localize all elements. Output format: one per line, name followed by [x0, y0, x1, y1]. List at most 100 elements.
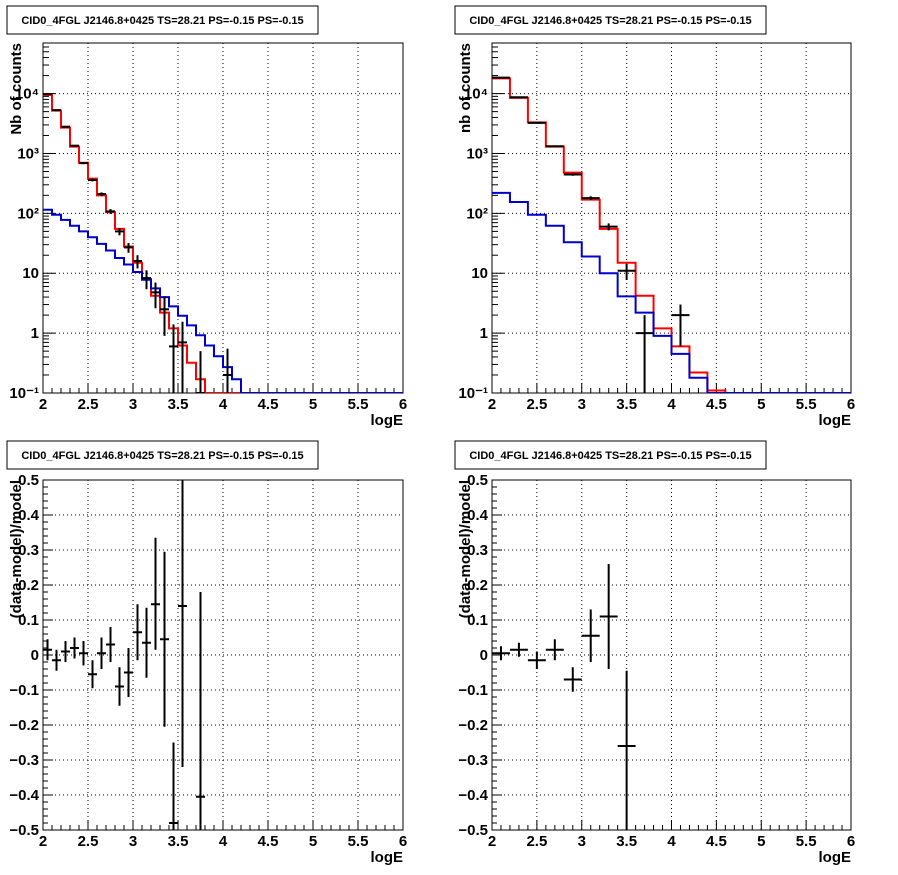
data-point — [563, 173, 582, 176]
chart-panel-2: 2 2.5 3 3.5 4 4.5 5 5.5 6 10⁻¹ 1 10 10² 10³ 10⁴ logE nb … — [454, 5, 855, 429]
data-point — [509, 642, 528, 657]
histogram-series-1 — [43, 93, 403, 393]
data-point — [151, 537, 160, 650]
data-point — [97, 637, 106, 669]
x-axis-label: logE — [819, 412, 852, 429]
x-axis-label: logE — [371, 412, 404, 429]
y-tick-label: 10³ — [17, 145, 39, 162]
y-tick-label: 0.4 — [467, 507, 489, 524]
histogram-series-1 — [492, 77, 851, 393]
data-point — [61, 641, 70, 662]
x-tick-label: 4 — [667, 396, 676, 413]
data-point — [178, 321, 187, 393]
data-points — [43, 480, 205, 830]
y-tick-label: −0.3 — [9, 752, 39, 769]
y-tick-label: 0.2 — [467, 577, 488, 594]
y-tick-label: 0.5 — [18, 472, 39, 489]
data-point — [79, 641, 88, 666]
chart-title: CID0_4FGL J2146.8+0425 TS=28.21 PS=-0.15… — [21, 15, 303, 27]
data-point — [581, 609, 600, 662]
chart-panel-1: 2 2.5 3 3.5 4 4.5 5 5.5 6 10⁻¹ 1 10 10² 10³ 10⁴ logE Nb … — [6, 5, 407, 429]
data-point — [545, 145, 564, 148]
data-point — [52, 649, 61, 671]
data-point — [97, 192, 106, 196]
chart-title: CID0_4FGL J2146.8+0425 TS=28.21 PS=-0.15… — [469, 450, 751, 462]
x-tick-label: 2 — [39, 396, 47, 413]
x-tick-label: 3.5 — [616, 833, 637, 850]
data-point — [43, 93, 52, 96]
x-tick-label: 2 — [39, 833, 47, 850]
data-point — [142, 270, 151, 290]
y-axis-label: (data-model)/model — [8, 480, 25, 618]
y-tick-label: −0.5 — [458, 822, 488, 839]
x-tick-label: 6 — [847, 833, 855, 850]
y-tick-label: 10² — [466, 205, 488, 222]
axis-ticks — [42, 42, 404, 394]
data-point — [617, 670, 636, 830]
y-tick-label: 0 — [31, 647, 39, 664]
data-point — [115, 227, 124, 236]
data-point — [61, 125, 70, 128]
data-point — [635, 315, 654, 393]
grid — [43, 480, 403, 830]
x-tick-label: 4.5 — [258, 833, 279, 850]
data-point — [599, 564, 618, 669]
x-tick-label: 3.5 — [168, 396, 189, 413]
data-point — [599, 223, 618, 231]
x-tick-label: 4 — [219, 833, 228, 850]
y-tick-label: 0.2 — [18, 577, 39, 594]
x-tick-label: 3.5 — [616, 396, 637, 413]
data-point — [545, 639, 564, 661]
chart-title: CID0_4FGL J2146.8+0425 TS=28.21 PS=-0.15… — [469, 15, 751, 27]
axis-ticks — [491, 479, 852, 831]
data-point — [563, 667, 582, 692]
x-tick-label: 3 — [129, 833, 137, 850]
title-box — [6, 440, 319, 470]
data-point — [124, 648, 133, 697]
y-tick-label: 10 — [471, 265, 488, 282]
data-point — [52, 109, 61, 112]
data-point — [79, 162, 88, 165]
y-tick-label: −0.2 — [9, 717, 39, 734]
y-tick-label: 0.4 — [18, 507, 40, 524]
y-tick-label: 1 — [31, 325, 39, 342]
x-tick-label: 6 — [847, 396, 855, 413]
y-tick-label: 10² — [17, 205, 39, 222]
data-point — [106, 209, 115, 214]
y-tick-label: 0.1 — [18, 612, 39, 629]
data-point — [196, 592, 205, 830]
data-point — [169, 742, 178, 830]
data-points — [43, 93, 232, 393]
y-tick-label: 0.3 — [467, 542, 488, 559]
x-tick-label: 2 — [488, 396, 496, 413]
data-point — [88, 660, 97, 689]
data-point — [115, 667, 124, 706]
x-tick-label: 6 — [399, 396, 407, 413]
chart-title: CID0_4FGL J2146.8+0425 TS=28.21 PS=-0.15… — [21, 450, 303, 462]
x-tick-label: 2.5 — [526, 833, 547, 850]
data-point — [151, 282, 160, 309]
x-tick-label: 5.5 — [348, 396, 369, 413]
chart-panel-3: 2 2.5 3 3.5 4 4.5 5 5.5 6 −0.5 −0.4 −0.3 −0.2 −0.1 0 0.… — [6, 440, 407, 866]
data-point — [527, 651, 546, 669]
x-tick-label: 4.5 — [706, 833, 727, 850]
data-points — [492, 564, 636, 830]
x-tick-label: 6 — [399, 833, 407, 850]
y-tick-label: −0.4 — [9, 787, 39, 804]
x-tick-label: 4.5 — [258, 396, 279, 413]
y-tick-label: 1 — [480, 325, 488, 342]
y-tick-label: −0.2 — [458, 717, 488, 734]
y-tick-label: −0.4 — [458, 787, 488, 804]
data-point — [178, 480, 187, 767]
data-point — [671, 304, 690, 347]
x-tick-label: 3 — [578, 396, 586, 413]
data-point — [70, 144, 79, 147]
data-point — [142, 607, 151, 678]
y-tick-label: −0.5 — [9, 822, 39, 839]
x-tick-label: 2.5 — [78, 833, 99, 850]
data-point — [160, 551, 169, 727]
title-box — [6, 5, 319, 35]
data-point — [223, 348, 232, 393]
y-tick-label: 10⁻¹ — [9, 385, 39, 402]
y-tick-label: 0 — [480, 647, 488, 664]
